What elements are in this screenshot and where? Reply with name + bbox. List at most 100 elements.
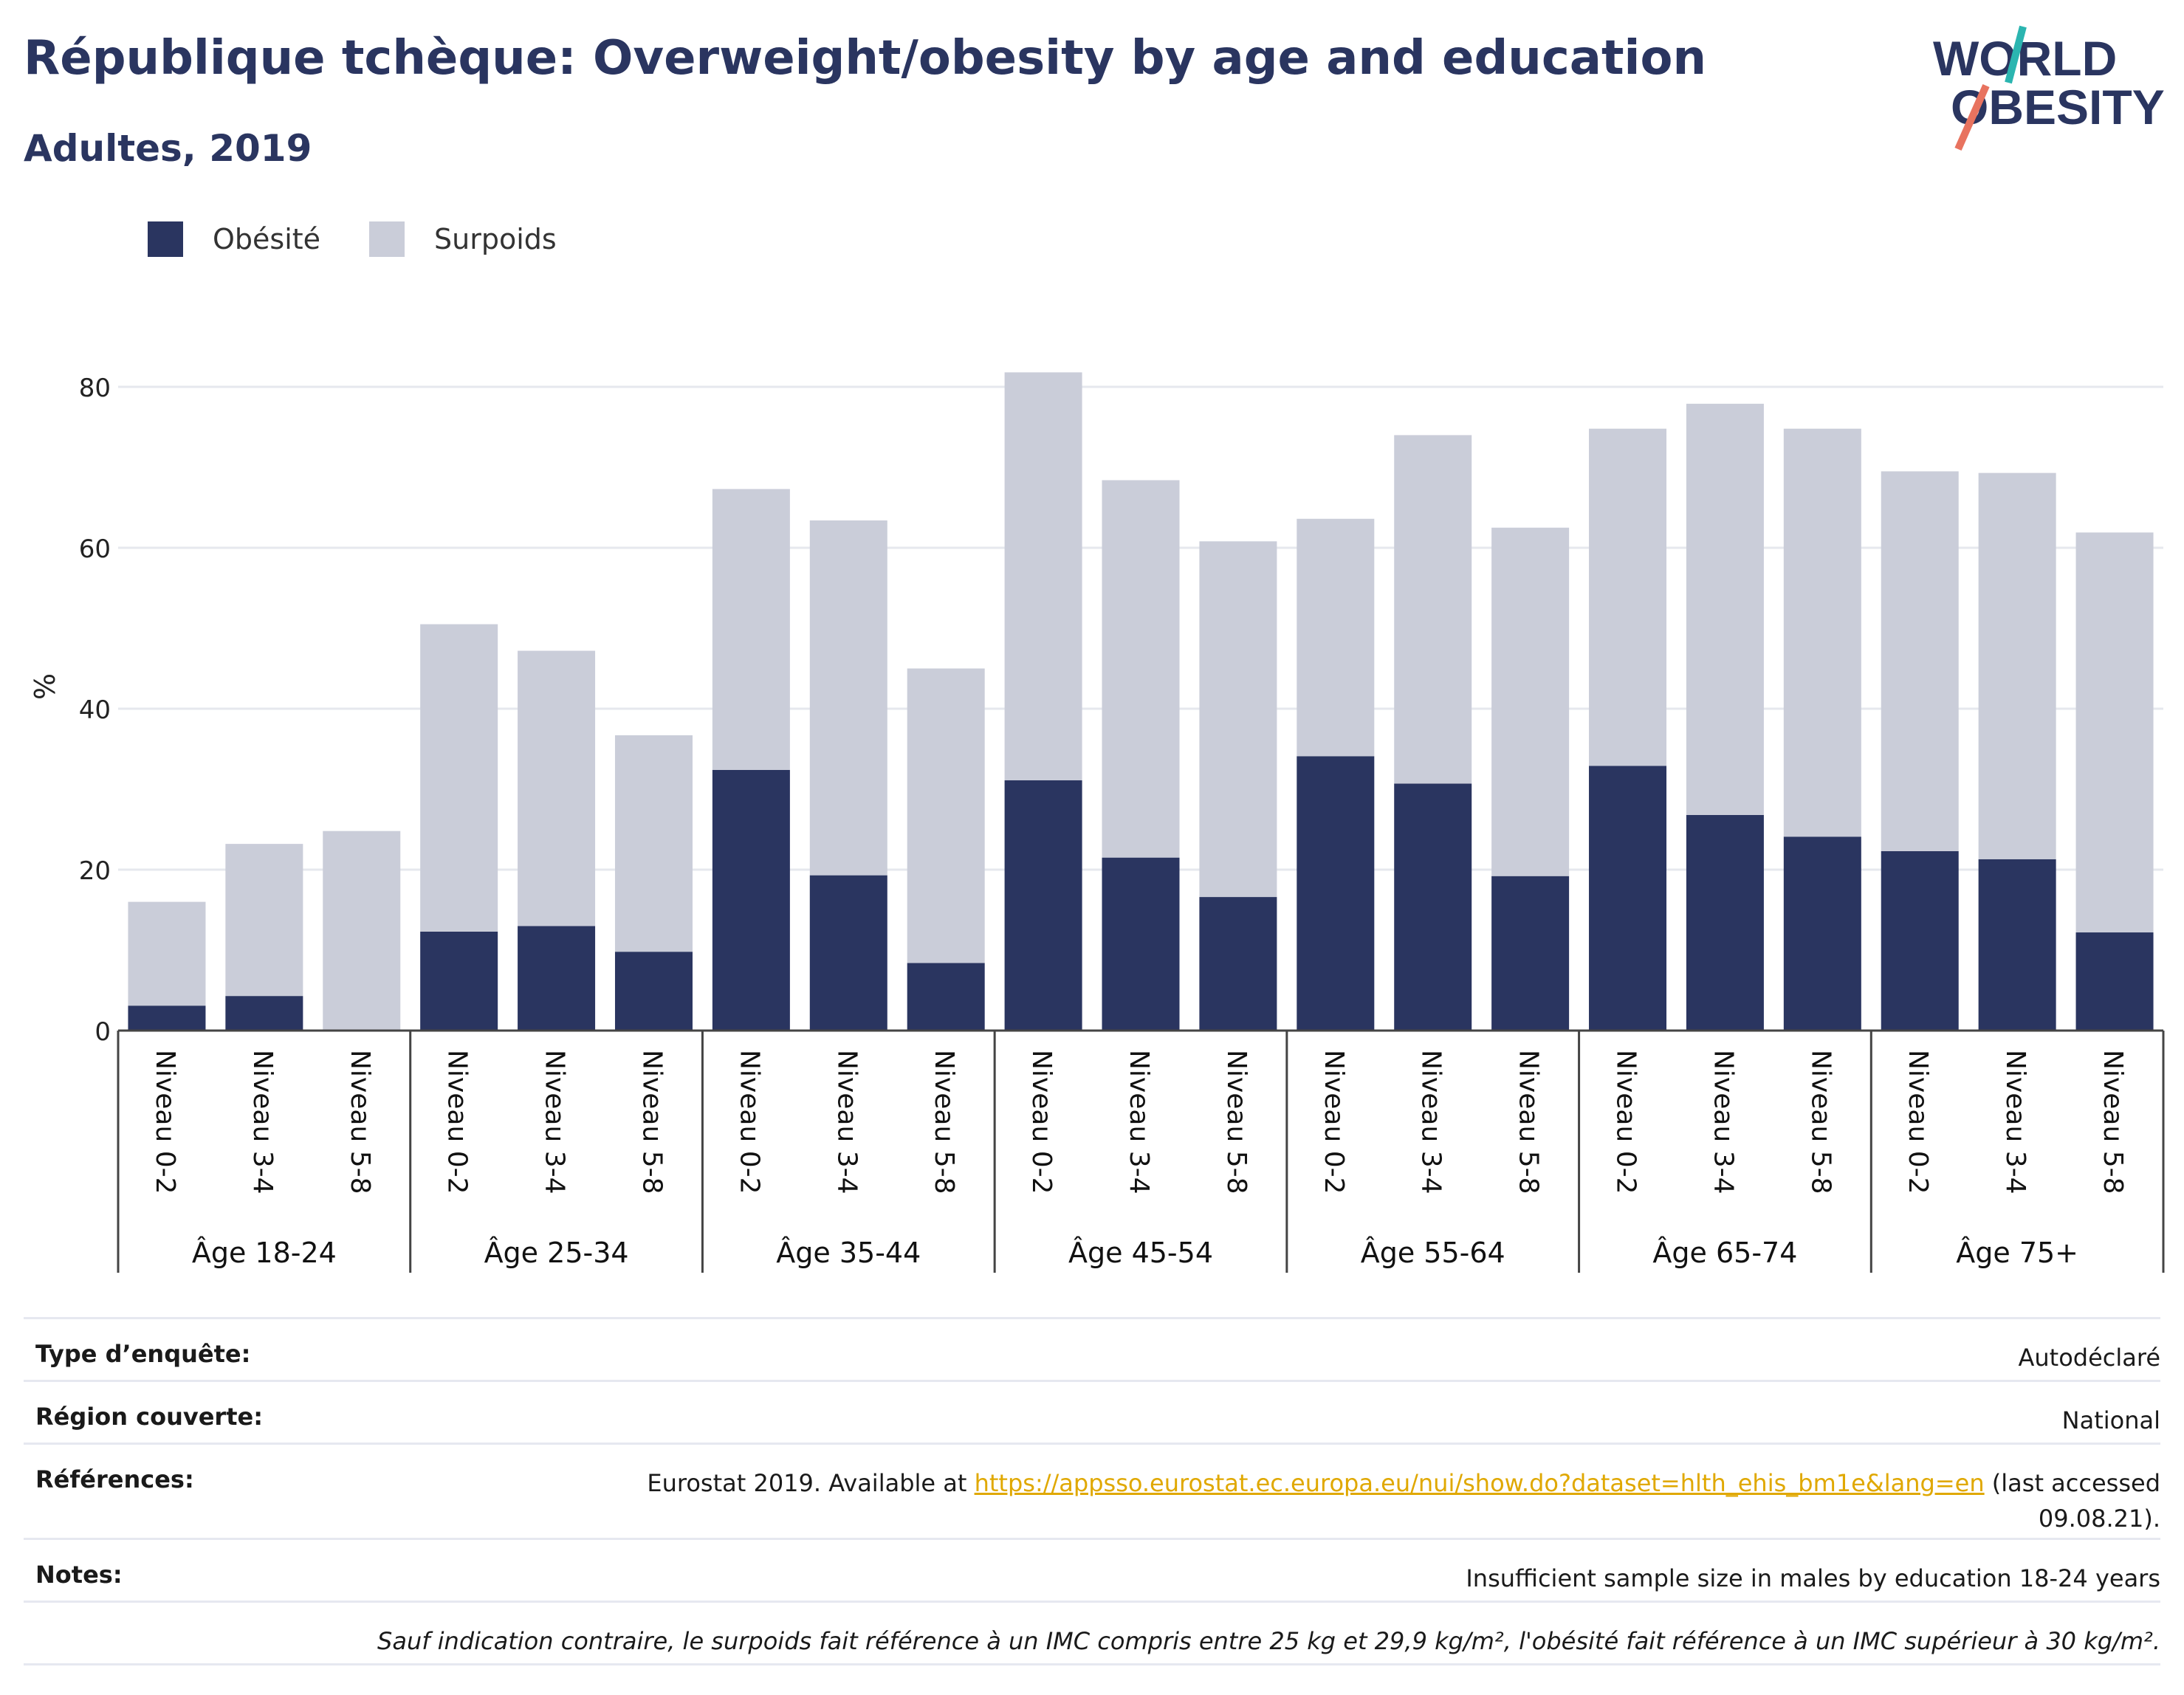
x-group-label: Âge 75+ [1956, 1237, 2078, 1269]
bar-obesity [1589, 766, 1667, 1031]
x-group-label: Âge 35-44 [776, 1237, 921, 1269]
bar-overweight [225, 844, 303, 997]
references-date: 09.08.21). [2038, 1505, 2160, 1533]
bar-overweight [1491, 527, 1570, 876]
references-value: Eurostat 2019. Available at https://apps… [647, 1445, 2160, 1536]
info-row-region: Région couverte: National [24, 1380, 2160, 1443]
x-group-label: Âge 55-64 [1361, 1237, 1505, 1269]
y-tick-label: 80 [79, 374, 111, 403]
bar-obesity [1297, 756, 1375, 1031]
x-subcategory-label: Niveau 3-4 [1708, 1050, 1738, 1194]
legend-swatch-obesity [148, 221, 183, 257]
bar-overweight [1297, 518, 1375, 757]
survey-type-value: Autodéclaré [2018, 1344, 2160, 1372]
bar-obesity [1102, 857, 1180, 1031]
x-subcategory-label: Niveau 3-4 [2000, 1050, 2030, 1194]
bar-overweight [1881, 471, 1959, 851]
bar-overweight [1589, 428, 1667, 766]
bar-obesity [128, 1005, 206, 1031]
axes: 0 20 40 60 80% Niveau 0-2 Niveau 3-4 Niveau 5-8… [29, 374, 2165, 1273]
x-subcategory-label: Niveau 3-4 [1124, 1050, 1154, 1194]
bar-obesity [420, 931, 498, 1031]
bar-obesity [809, 875, 887, 1031]
x-subcategory-label: Niveau 0-2 [1903, 1050, 1933, 1194]
x-subcategory-label: Niveau 0-2 [442, 1050, 473, 1194]
x-subcategory-label: Niveau 5-8 [2098, 1050, 2128, 1194]
bar-obesity [518, 926, 596, 1031]
legend-label-overweight: Surpoids [434, 223, 557, 255]
legend-item-overweight: Surpoids [369, 221, 557, 257]
bar-obesity [1686, 814, 1764, 1031]
x-group-label: Âge 18-24 [192, 1237, 337, 1269]
x-subcategory-label: Niveau 0-2 [1611, 1050, 1641, 1194]
world-obesity-logo: WORLD OBESITY [1933, 25, 2165, 151]
bar-overweight [614, 735, 693, 952]
bar-overweight [2075, 532, 2154, 933]
logo-text-world: WORLD [1933, 31, 2117, 86]
x-subcategory-label: Niveau 5-8 [929, 1050, 959, 1194]
logo-slash-coral [1954, 83, 1990, 151]
info-table: Type d’enquête: Autodéclaré Région couve… [24, 1317, 2160, 1665]
bar-overweight [128, 901, 206, 1006]
y-axis-label: % [29, 673, 61, 700]
chart-legend: Obésité Surpoids [148, 219, 605, 260]
x-subcategory-label: Niveau 3-4 [1416, 1050, 1446, 1194]
x-subcategory-label: Niveau 0-2 [150, 1050, 180, 1194]
bar-obesity [1491, 876, 1570, 1031]
bar-overweight [323, 831, 401, 1031]
info-row-survey: Type d’enquête: Autodéclaré [24, 1317, 2160, 1380]
bar-obesity [1978, 859, 2056, 1031]
bar-obesity [712, 769, 790, 1031]
y-tick-label: 60 [79, 534, 111, 564]
references-label: Références: [35, 1465, 194, 1493]
bar-overweight [1004, 372, 1082, 781]
bar-obesity [907, 963, 985, 1031]
bar-overweight [518, 650, 596, 926]
bar-overweight [1199, 541, 1277, 898]
bar-overweight [1783, 428, 1861, 837]
x-subcategory-label: Niveau 0-2 [1319, 1050, 1349, 1194]
x-subcategory-label: Niveau 3-4 [540, 1050, 570, 1194]
info-row-references: Références: Eurostat 2019. Available at … [24, 1443, 2160, 1538]
bar-obesity [614, 952, 693, 1031]
region-label: Région couverte: [35, 1403, 263, 1431]
y-tick-label: 0 [95, 1017, 111, 1047]
bar-obesity [1881, 850, 1959, 1031]
page-subtitle: Adultes, 2019 [24, 127, 312, 170]
y-tick-label: 40 [79, 695, 111, 725]
x-subcategory-label: Niveau 5-8 [1221, 1050, 1251, 1194]
x-subcategory-label: Niveau 0-2 [734, 1050, 764, 1194]
x-group-label: Âge 65-74 [1652, 1237, 1797, 1269]
bar-obesity [1199, 897, 1277, 1031]
bars [128, 372, 2154, 1031]
x-group-label: Âge 45-54 [1068, 1237, 1213, 1269]
notes-label: Notes: [35, 1561, 123, 1589]
x-subcategory-label: Niveau 5-8 [636, 1050, 667, 1194]
x-subcategory-label: Niveau 0-2 [1026, 1050, 1057, 1194]
references-link[interactable]: https://appsso.eurostat.ec.europa.eu/nui… [974, 1469, 1985, 1497]
bar-obesity [225, 996, 303, 1031]
bar-overweight [712, 489, 790, 770]
bar-overweight [1102, 480, 1180, 858]
x-subcategory-label: Niveau 3-4 [247, 1050, 278, 1194]
stacked-bar-chart: 0 20 40 60 80% Niveau 0-2 Niveau 3-4 Niveau 5-8… [29, 372, 2165, 1273]
logo-slash-teal [2005, 25, 2027, 84]
bar-overweight [1978, 472, 2056, 859]
x-subcategory-label: Niveau 5-8 [1805, 1050, 1836, 1194]
bar-overweight [1686, 403, 1764, 815]
info-row-definition: Sauf indication contraire, le surpoids f… [24, 1601, 2160, 1665]
bar-obesity [1394, 783, 1472, 1031]
y-tick-label: 20 [79, 856, 111, 886]
bar-overweight [1394, 435, 1472, 784]
legend-swatch-overweight [369, 221, 405, 257]
info-row-notes: Notes: Insufficient sample size in males… [24, 1538, 2160, 1601]
bar-overweight [420, 624, 498, 932]
references-suffix: (last accessed [1984, 1469, 2160, 1497]
notes-value: Insufficient sample size in males by edu… [1466, 1564, 2160, 1592]
legend-item-obesity: Obésité [148, 221, 320, 257]
x-group-label: Âge 25-34 [484, 1237, 629, 1269]
legend-label-obesity: Obésité [213, 223, 321, 255]
references-prefix: Eurostat 2019. Available at [647, 1469, 975, 1497]
page-title: République tchèque: Overweight/obesity b… [24, 31, 1706, 86]
bar-obesity [1783, 836, 1861, 1031]
